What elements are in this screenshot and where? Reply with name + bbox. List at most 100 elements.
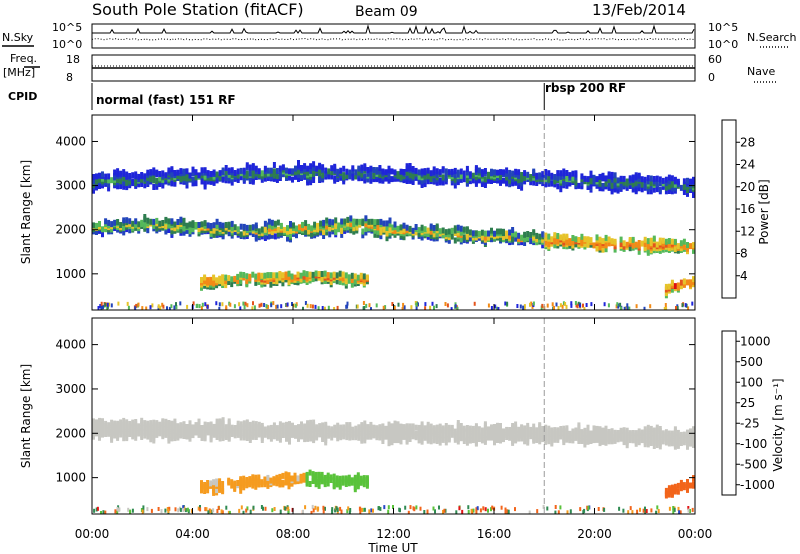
power-cell (166, 306, 168, 310)
velocity-cell (597, 507, 600, 511)
power-cell (649, 175, 653, 182)
velocity-cell (351, 426, 355, 433)
power-cell (218, 275, 222, 282)
power-cell (304, 220, 308, 227)
power-cell (215, 223, 219, 230)
power-cell (658, 180, 662, 187)
power-cell (168, 306, 171, 310)
velocity-cell (523, 425, 527, 432)
power-cell (589, 237, 593, 244)
velocity-cell (233, 480, 237, 487)
power-cell (378, 176, 382, 182)
velocity-cell (568, 430, 572, 437)
power-cell (607, 184, 611, 191)
power-cell (334, 220, 338, 227)
velocity-cell (127, 507, 130, 512)
power-cell (556, 170, 560, 177)
power-cell (175, 305, 178, 310)
power-cell (571, 170, 575, 177)
power-cell (230, 281, 234, 288)
velocity-cell (643, 426, 647, 433)
velocity-cell (459, 423, 463, 429)
power-cell (502, 169, 505, 176)
power-cell (692, 176, 695, 183)
power-cell (104, 177, 108, 183)
velocity-cell (275, 474, 279, 481)
power-cell (634, 172, 638, 179)
velocity-cell (321, 422, 325, 429)
power-cell (673, 181, 677, 188)
power-cell (391, 302, 394, 306)
velocity-cell (311, 471, 315, 478)
power-cell (176, 173, 180, 180)
power-cell (529, 238, 533, 245)
power-cell (245, 278, 249, 285)
power-cell (631, 236, 635, 243)
power-cell (385, 220, 389, 227)
velocity-cell (619, 427, 623, 434)
power-cell (589, 170, 593, 177)
velocity-cell (354, 425, 358, 432)
power-cell (520, 234, 524, 241)
power-cell (640, 186, 644, 193)
power-cell (502, 177, 505, 184)
power-cell (364, 221, 368, 228)
power-cell (375, 303, 378, 308)
time-x-axis: 00:00 04:00 08:00 12:00 16:00 20:00 00:00 (75, 115, 712, 541)
power-cell (361, 232, 365, 239)
velocity-cell (363, 420, 367, 427)
power-cell (626, 306, 629, 310)
velocity-cell (622, 434, 626, 441)
power-cell (346, 216, 350, 223)
velocity-cell (592, 425, 596, 432)
power-cell (456, 224, 460, 231)
power-cell (212, 227, 216, 234)
velocity-cell (206, 422, 210, 429)
power-cell (628, 183, 632, 189)
velocity-cell (312, 419, 316, 426)
power-cell (131, 220, 135, 227)
power-cell (582, 303, 584, 308)
power-cell (583, 236, 587, 243)
velocity-cell (266, 474, 270, 481)
velocity-cell (281, 422, 285, 429)
power-cell (233, 275, 237, 282)
power-cell (272, 162, 276, 168)
power-cell (188, 224, 192, 231)
power-cell (301, 225, 304, 232)
power-cell (435, 231, 439, 238)
velocity-cell (456, 420, 460, 426)
velocity-cell (359, 506, 362, 511)
velocity-cell (613, 434, 617, 441)
velocity-cell (447, 424, 451, 431)
power-cell (649, 304, 652, 309)
power-cell (529, 179, 533, 186)
power-cell (538, 233, 542, 240)
velocity-cell (287, 509, 290, 513)
power-cell (520, 184, 524, 191)
power-cell (506, 301, 509, 306)
velocity-cell (332, 473, 336, 480)
power-cell (209, 276, 213, 283)
velocity-cell (535, 427, 539, 434)
power-cell (325, 229, 329, 236)
power-cell (388, 217, 392, 224)
power-cell (652, 186, 656, 193)
velocity-cell (415, 505, 418, 510)
velocity-cell (182, 507, 185, 512)
velocity-cell (652, 427, 656, 434)
velocity-cell (453, 428, 457, 435)
nsky-right-tick-bottom: 10^0 (708, 38, 738, 51)
velocity-cell (484, 507, 487, 512)
power-cell (295, 225, 298, 232)
power-cell (468, 235, 472, 242)
power-cell (586, 236, 590, 243)
velocity-cell (657, 509, 660, 513)
power-cell (200, 305, 203, 310)
power-cell (583, 175, 587, 182)
power-cell (562, 168, 566, 175)
velocity-cell (655, 424, 659, 431)
velocity-cell (134, 419, 138, 425)
power-cell (358, 218, 362, 225)
velocity-cell (583, 427, 587, 434)
